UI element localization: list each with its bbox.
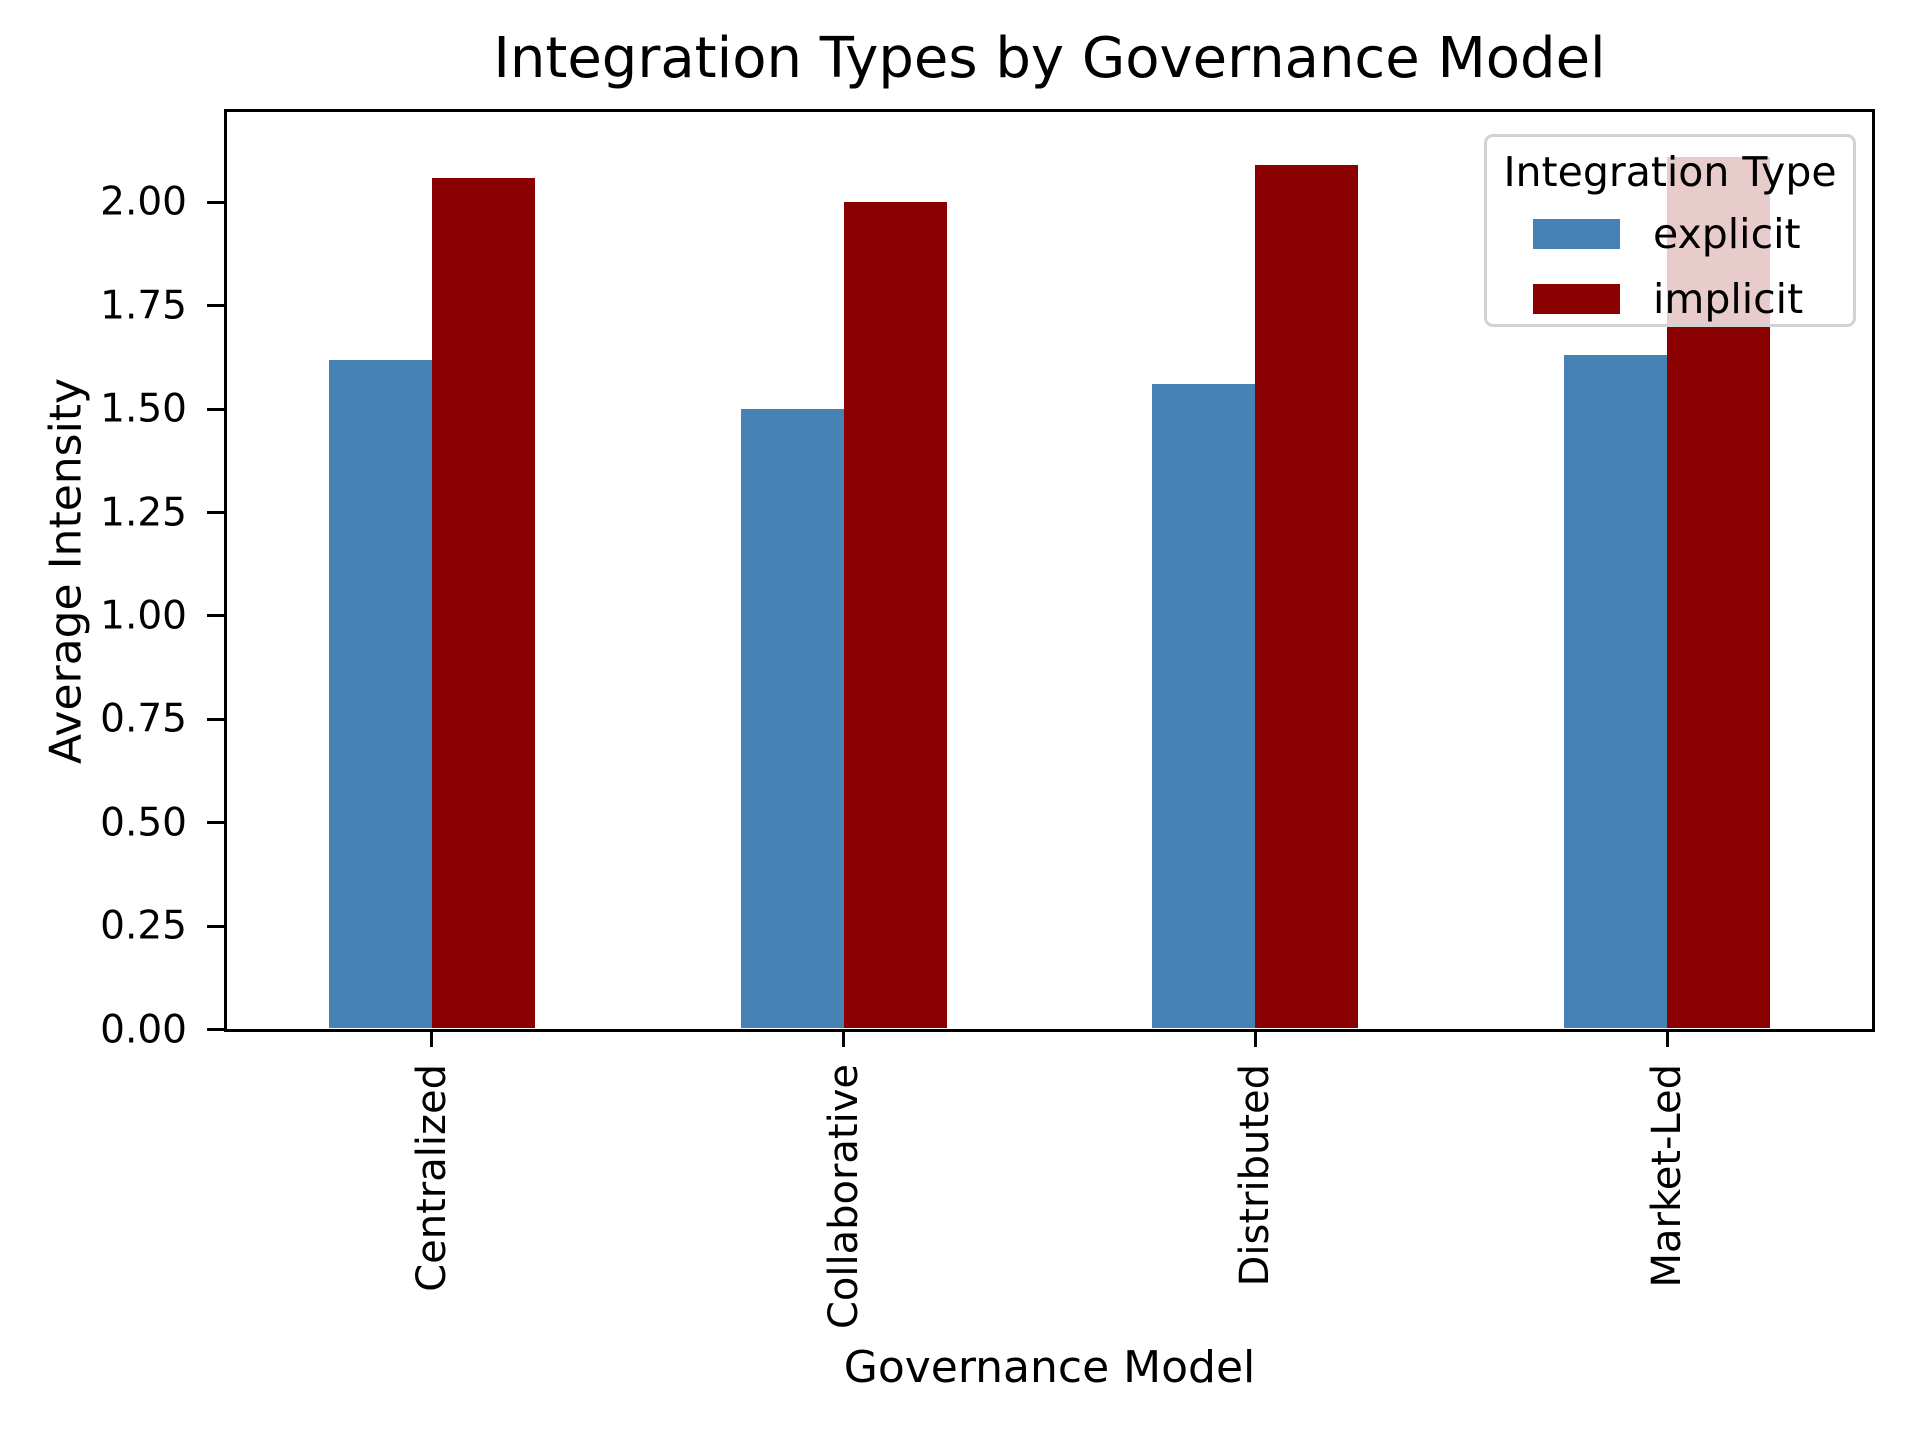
- x-tick-label: Centralized: [408, 1064, 455, 1292]
- legend-title: Integration Type: [1503, 148, 1837, 196]
- x-tick-mark: [1253, 1029, 1257, 1047]
- y-tick-label: 0.25: [100, 903, 187, 949]
- y-tick-mark: [207, 717, 226, 721]
- legend-label-explicit: explicit: [1653, 209, 1801, 258]
- y-tick-label: 0.75: [100, 696, 187, 742]
- x-tick-mark: [842, 1029, 846, 1047]
- y-tick-mark: [207, 821, 226, 825]
- bar-explicit-market-led: [1564, 355, 1668, 1028]
- chart-title: Integration Types by Governance Model: [493, 26, 1606, 91]
- y-axis-label: Average Intensity: [40, 377, 92, 765]
- bar-explicit-distributed: [1152, 384, 1256, 1028]
- bar-implicit-collaborative: [843, 202, 947, 1028]
- legend-entries: explicit implicit: [1487, 201, 1853, 331]
- bar-implicit-centralized: [431, 177, 535, 1028]
- y-tick-mark: [207, 511, 226, 515]
- x-tick-mark: [1665, 1029, 1669, 1047]
- legend-swatch-explicit: [1533, 218, 1620, 249]
- y-tick-label: 2.00: [100, 179, 187, 225]
- x-tick-mark: [430, 1029, 434, 1047]
- y-tick-mark: [207, 924, 226, 928]
- y-tick-label: 0.50: [100, 800, 187, 846]
- x-tick-label: Market-Led: [1644, 1064, 1691, 1288]
- legend: Integration Type explicit implicit: [1484, 134, 1856, 327]
- legend-label-implicit: implicit: [1653, 274, 1804, 323]
- plot-area: [224, 109, 1875, 1032]
- x-tick-label: Collaborative: [820, 1064, 867, 1330]
- y-tick-mark: [207, 407, 226, 411]
- y-tick-mark: [207, 1028, 226, 1031]
- x-axis-label: Governance Model: [843, 1342, 1256, 1393]
- y-tick-mark: [207, 614, 226, 618]
- y-tick-mark: [207, 200, 226, 204]
- legend-swatch-implicit: [1533, 283, 1620, 314]
- y-tick-label: 1.75: [100, 283, 187, 329]
- legend-entry-explicit: explicit: [1487, 201, 1853, 266]
- y-tick-label: 1.25: [100, 490, 187, 536]
- y-tick-mark: [207, 304, 226, 308]
- bar-implicit-distributed: [1255, 165, 1359, 1028]
- legend-entry-implicit: implicit: [1487, 266, 1853, 331]
- y-tick-label: 1.50: [100, 386, 187, 432]
- y-tick-label: 1.00: [100, 593, 187, 639]
- bar-explicit-collaborative: [740, 409, 844, 1028]
- x-tick-label: Distributed: [1232, 1064, 1279, 1287]
- y-tick-label: 0.00: [100, 1007, 187, 1052]
- bar-explicit-centralized: [328, 359, 432, 1028]
